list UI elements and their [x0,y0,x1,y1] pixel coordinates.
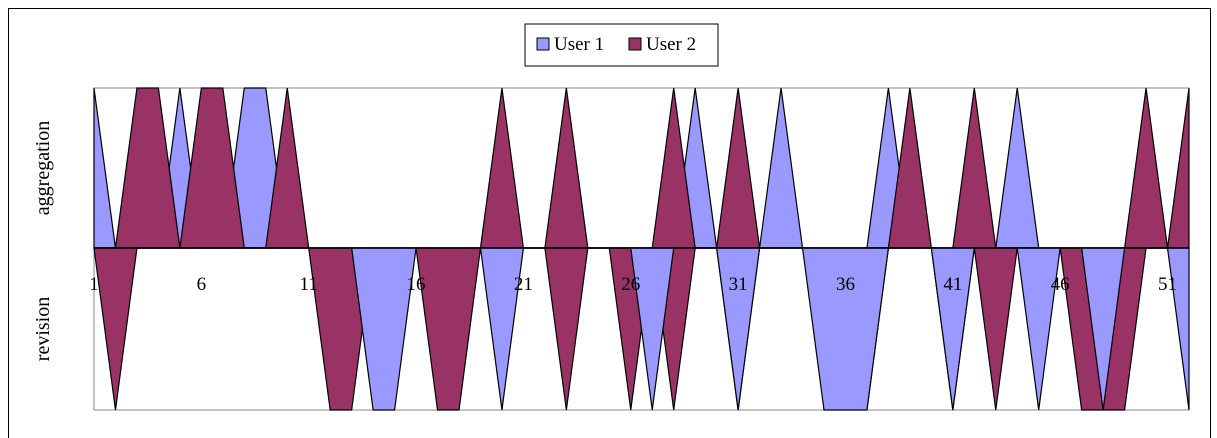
x-tick-label-8: 41 [943,274,962,295]
area-chart: 1 6 11 16 21 26 31 36 41 46 51revisionaggregation … [32,23,1190,411]
x-tick-label-2: 11 [300,274,318,295]
x-tick-label-6: 31 [729,274,748,295]
legend-label-1: User 2 [646,34,696,55]
x-tick-label-7: 36 [836,274,855,295]
y-category-label-aggregation: aggregation [32,121,54,215]
plot-area [93,87,1190,411]
x-tick-label-9: 46 [1051,274,1070,295]
y-category-label-revision: revision [32,297,54,361]
legend-swatch-0 [536,37,550,51]
x-tick-label-10: 51 [1158,274,1177,295]
x-tick-label-3: 16 [407,274,426,295]
legend-swatch-1 [628,37,642,51]
legend: User 1 User 2 [524,23,719,67]
x-tick-label-0: 1 [89,274,99,295]
chart-frame: 1 6 11 16 21 26 31 36 41 46 51 revision aggregation … [8,8,1211,438]
legend-box [524,23,719,67]
x-tick-label-5: 26 [621,274,640,295]
x-tick-label-1: 6 [197,274,207,295]
legend-label-0: User 1 [554,34,604,55]
x-tick-label-4: 21 [514,274,533,295]
